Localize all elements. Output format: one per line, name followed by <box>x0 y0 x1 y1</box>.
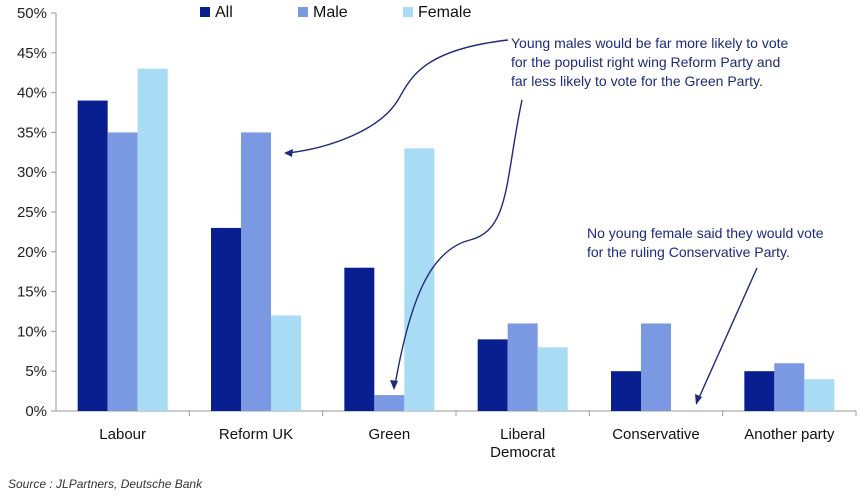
bar-male <box>641 323 671 411</box>
y-tick-label: 50% <box>17 5 47 22</box>
arrowhead-conservative <box>695 394 702 405</box>
bar-all <box>77 100 108 411</box>
legend-swatch-all <box>200 7 210 17</box>
arrow-conservative <box>697 267 758 401</box>
y-tick-label: 0% <box>25 403 47 420</box>
y-tick-label: 15% <box>17 284 47 301</box>
source-note: Source : JLPartners, Deutsche Bank <box>8 477 203 491</box>
bar-male <box>374 395 405 411</box>
bars <box>77 68 835 411</box>
y-tick-label: 40% <box>17 85 47 102</box>
bar-all <box>744 371 775 411</box>
y-tick-label: 35% <box>17 124 47 141</box>
bar-female <box>404 148 435 411</box>
arrowhead-green <box>390 380 398 390</box>
axes: 0% 5% 10% 15% 20% 25% 30% 35% 40% 45% 50% Labour Ref… <box>17 5 857 461</box>
bar-male <box>107 132 138 411</box>
bar-all <box>477 339 508 411</box>
bar-female <box>804 379 835 411</box>
bar-female <box>271 315 301 411</box>
bar-all <box>611 371 641 411</box>
legend-label-female: Female <box>418 4 471 21</box>
y-tick-label: 5% <box>25 363 47 380</box>
x-category-label: Another party <box>744 426 835 443</box>
x-category-label: Green <box>368 426 410 443</box>
legend-swatch-male <box>298 7 308 17</box>
x-category-label: Liberal Democrat <box>490 426 556 461</box>
arrow-green <box>394 99 523 386</box>
y-tick-label: 30% <box>17 164 47 181</box>
y-tick-label: 45% <box>17 45 47 62</box>
bar-male <box>507 323 538 411</box>
y-tick-label: 25% <box>17 204 47 221</box>
bar-male <box>774 363 805 411</box>
legend: All Male Female <box>200 4 471 21</box>
annotation-reform-green: Young males would be far more likely to … <box>511 35 789 89</box>
bar-female <box>537 347 568 411</box>
bar-all <box>211 227 241 411</box>
bar-female <box>137 68 168 411</box>
annotation-conservative: No young female said they would vote for… <box>587 225 824 260</box>
legend-label-male: Male <box>313 4 348 21</box>
y-tick-label: 10% <box>17 323 47 340</box>
legend-label-all: All <box>215 4 233 21</box>
x-category-label: Conservative <box>612 426 700 443</box>
legend-swatch-female <box>403 7 413 17</box>
bar-all <box>344 267 375 411</box>
arrowhead-reform <box>284 149 293 157</box>
arrow-reform <box>287 39 509 154</box>
x-category-label: Labour <box>99 426 146 443</box>
bar-male <box>241 132 271 411</box>
annotation-arrows <box>284 39 758 405</box>
x-category-label: Reform UK <box>219 426 293 443</box>
y-tick-label: 20% <box>17 244 47 261</box>
